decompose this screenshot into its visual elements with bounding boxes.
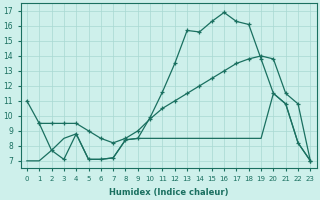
- X-axis label: Humidex (Indice chaleur): Humidex (Indice chaleur): [109, 188, 228, 197]
